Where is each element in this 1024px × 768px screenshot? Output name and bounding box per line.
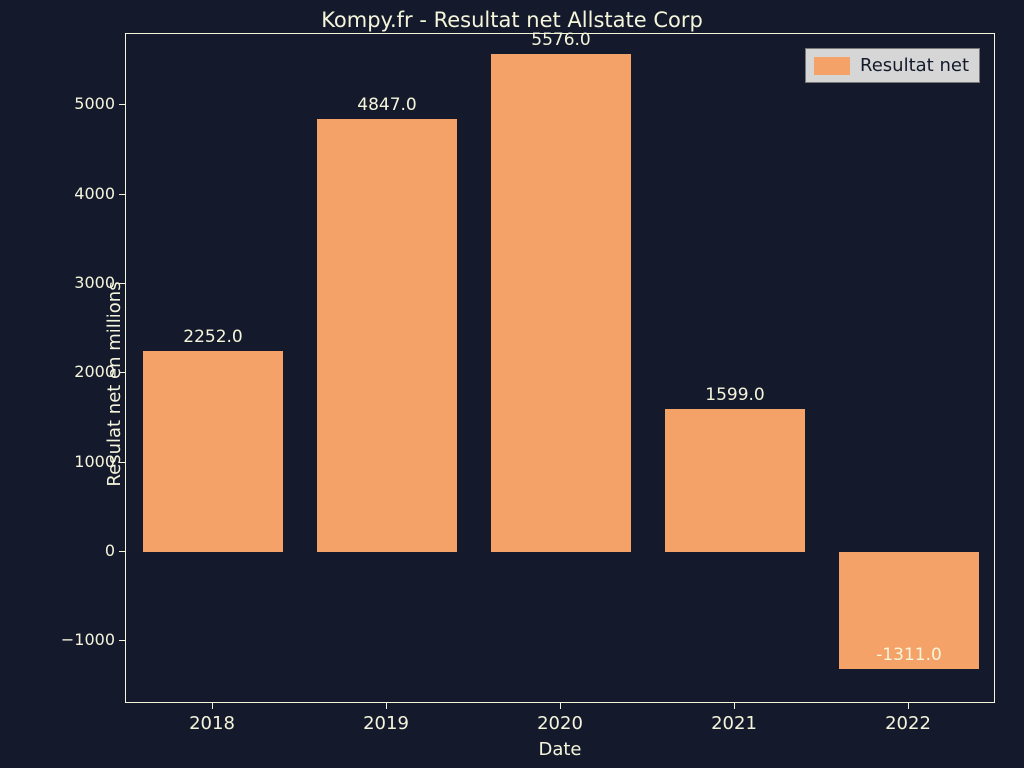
- bar-value-label: 2252.0: [153, 327, 273, 347]
- y-tick-label: 0: [55, 541, 115, 560]
- x-tick-label: 2021: [694, 713, 774, 734]
- legend-label: Resultat net: [860, 55, 969, 76]
- x-tick-mark: [734, 703, 735, 709]
- chart-container: Kompy.fr - Resultat net Allstate Corp 22…: [0, 0, 1024, 768]
- legend-swatch: [814, 57, 850, 75]
- chart-title: Kompy.fr - Resultat net Allstate Corp: [0, 8, 1024, 32]
- y-tick-label: −1000: [55, 630, 115, 649]
- y-tick-mark: [119, 640, 125, 641]
- x-tick-mark: [908, 703, 909, 709]
- x-tick-label: 2020: [520, 713, 600, 734]
- x-tick-label: 2018: [172, 713, 252, 734]
- x-tick-label: 2022: [868, 713, 948, 734]
- plot-area: 2252.0 4847.0 5576.0 1599.0 -1311.0 Resultat…: [125, 33, 995, 703]
- y-axis-label: Resulat net en millions: [104, 281, 125, 486]
- bar: [665, 409, 804, 552]
- x-axis-label: Date: [125, 739, 995, 760]
- x-tick-mark: [212, 703, 213, 709]
- y-tick-label: 4000: [55, 184, 115, 203]
- bar-value-label: -1311.0: [849, 645, 969, 665]
- bar-value-label: 5576.0: [501, 30, 621, 50]
- bar: [491, 54, 630, 552]
- bar-value-label: 4847.0: [327, 95, 447, 115]
- x-tick-mark: [386, 703, 387, 709]
- x-tick-mark: [560, 703, 561, 709]
- x-tick-label: 2019: [346, 713, 426, 734]
- y-tick-mark: [119, 104, 125, 105]
- bar: [317, 119, 456, 552]
- bar-value-label: 1599.0: [675, 385, 795, 405]
- y-tick-mark: [119, 194, 125, 195]
- bar: [143, 351, 282, 552]
- legend: Resultat net: [805, 48, 980, 83]
- y-tick-mark: [119, 551, 125, 552]
- y-tick-label: 5000: [55, 94, 115, 113]
